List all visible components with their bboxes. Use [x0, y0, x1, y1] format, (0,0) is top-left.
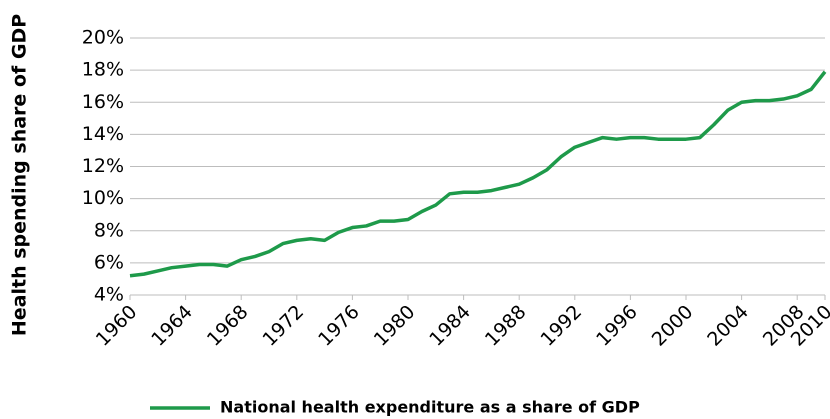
x-tick-label: 1984 [425, 301, 475, 351]
x-tick-label: 1988 [481, 301, 531, 351]
x-tick-label: 1976 [314, 301, 364, 351]
y-axis-label: Health spending share of GDP [9, 14, 31, 336]
y-tick-label: 14% [82, 123, 124, 145]
legend-label: National health expenditure as a share o… [220, 398, 640, 417]
y-tick-label: 6% [94, 251, 124, 273]
x-tick-label: 1992 [536, 301, 586, 351]
x-tick-label: 2004 [703, 301, 753, 351]
data-line [129, 70, 827, 278]
x-tick-label: 1964 [147, 301, 197, 351]
y-tick-label: 18% [82, 59, 124, 81]
x-tick-label: 1996 [592, 301, 642, 351]
x-tick-label: 1968 [203, 301, 253, 351]
x-tick-label: 2000 [648, 301, 698, 351]
y-tick-label: 4% [94, 284, 124, 306]
y-tick-label: 20% [82, 27, 124, 49]
x-tick-label: 1960 [92, 301, 142, 351]
y-tick-label: 8% [94, 219, 124, 241]
x-tick-label: 1972 [258, 301, 308, 351]
y-tick-label: 16% [82, 91, 124, 113]
y-tick-label: 12% [82, 155, 124, 177]
y-tick-label: 10% [82, 187, 124, 209]
x-tick-label: 1980 [370, 301, 420, 351]
